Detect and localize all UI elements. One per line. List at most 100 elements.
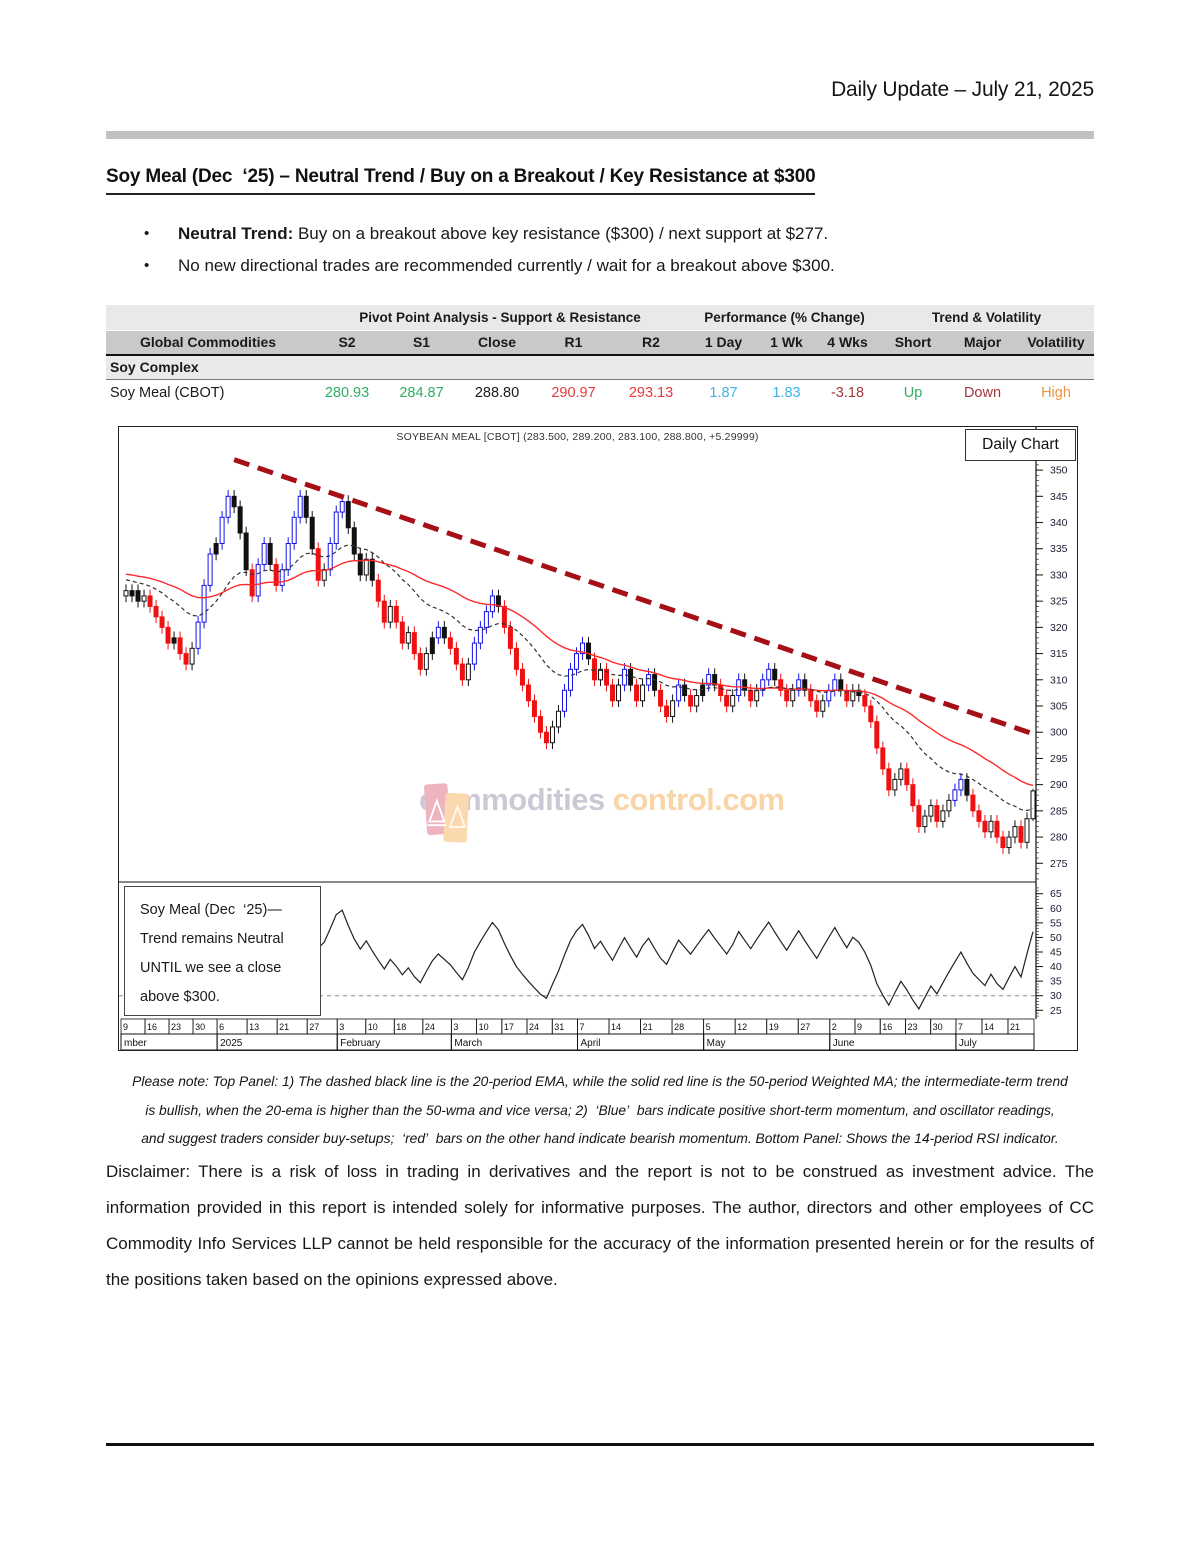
svg-text:9: 9 — [123, 1022, 128, 1032]
bullet-neutral-trend: Neutral Trend: Buy on a breakout above k… — [106, 224, 1094, 244]
svg-text:30: 30 — [1050, 990, 1062, 1002]
cell-4wks: -3.18 — [816, 379, 879, 406]
bullet-text: No new directional trades are recommende… — [178, 256, 835, 275]
cell-s1: 284.87 — [384, 379, 459, 406]
col-s1: S1 — [384, 330, 459, 356]
svg-text:55: 55 — [1050, 917, 1062, 929]
svg-text:320: 320 — [1050, 622, 1068, 634]
svg-text:315: 315 — [1050, 648, 1068, 660]
footnote-line: is bullish, when the 20-ema is higher th… — [145, 1102, 1055, 1118]
svg-text:345: 345 — [1050, 491, 1068, 503]
cell-r2: 293.13 — [612, 379, 690, 406]
svg-text:mber: mber — [124, 1038, 147, 1049]
svg-text:3: 3 — [339, 1022, 344, 1032]
svg-text:5: 5 — [706, 1022, 711, 1032]
svg-text:21: 21 — [643, 1022, 653, 1032]
col-r2: R2 — [612, 330, 690, 356]
pivot-point-table: Pivot Point Analysis - Support & Resista… — [106, 305, 1094, 406]
svg-text:March: March — [454, 1038, 482, 1049]
svg-text:27: 27 — [309, 1022, 319, 1032]
cell-volatility: High — [1018, 379, 1094, 406]
svg-text:9: 9 — [857, 1022, 862, 1032]
chart-title: SOYBEAN MEAL [CBOT] (283.500, 289.200, 2… — [396, 431, 759, 443]
annotation-line: Trend remains Neutral — [140, 931, 284, 947]
col-1wk: 1 Wk — [757, 330, 816, 356]
annotation-line: above $300. — [140, 989, 220, 1005]
svg-text:14: 14 — [611, 1022, 621, 1032]
svg-text:21: 21 — [1010, 1022, 1020, 1032]
table-column-header-row: Global Commodities S2 S1 Close R1 R2 1 D… — [106, 330, 1094, 356]
svg-text:23: 23 — [171, 1022, 181, 1032]
watermark-text-control: control.com — [612, 782, 785, 817]
watermark-text-commodities: commodities — [419, 782, 605, 817]
summary-bullets: Neutral Trend: Buy on a breakout above k… — [106, 224, 1094, 288]
svg-text:18: 18 — [396, 1022, 406, 1032]
bullet-lead: Neutral Trend: — [178, 224, 294, 243]
svg-text:16: 16 — [147, 1022, 157, 1032]
svg-text:10: 10 — [368, 1022, 378, 1032]
col-r1: R1 — [535, 330, 612, 356]
col-s2: S2 — [310, 330, 384, 356]
svg-text:65: 65 — [1050, 888, 1062, 900]
table-group-header-row: Pivot Point Analysis - Support & Resista… — [106, 305, 1094, 331]
svg-text:23: 23 — [907, 1022, 917, 1032]
svg-text:31: 31 — [554, 1022, 564, 1032]
group-header-empty — [106, 305, 310, 331]
svg-text:7: 7 — [958, 1022, 963, 1032]
svg-text:May: May — [707, 1038, 726, 1049]
footnote-line: and suggest traders consider buy-setups;… — [141, 1131, 1059, 1146]
commoditiescontrol-logo-icon — [424, 783, 469, 843]
section-title: Soy Meal (Dec ‘25) – Neutral Trend / Buy… — [106, 166, 816, 195]
cell-r1: 290.97 — [535, 379, 612, 406]
bullet-no-trades: No new directional trades are recommende… — [106, 256, 1094, 276]
cell-major-trend: Down — [947, 379, 1018, 406]
cell-1wk: 1.83 — [757, 379, 816, 406]
table-section-row: Soy Complex — [106, 355, 1094, 380]
svg-text:50: 50 — [1050, 932, 1062, 944]
svg-text:12: 12 — [737, 1022, 747, 1032]
svg-text:310: 310 — [1050, 674, 1068, 686]
svg-text:April: April — [581, 1038, 601, 1049]
svg-text:325: 325 — [1050, 596, 1068, 608]
svg-text:285: 285 — [1050, 805, 1068, 817]
svg-text:24: 24 — [425, 1022, 435, 1032]
svg-text:340: 340 — [1050, 517, 1068, 529]
daily-price-chart: commodities control.com 350 345 340 335 330 32… — [118, 426, 1078, 1051]
daily-chart-badge: Daily Chart — [965, 429, 1076, 461]
svg-text:6: 6 — [219, 1022, 224, 1032]
svg-text:30: 30 — [195, 1022, 205, 1032]
svg-text:February: February — [340, 1038, 380, 1049]
svg-text:24: 24 — [529, 1022, 539, 1032]
col-major: Major — [947, 330, 1018, 356]
cell-1day: 1.87 — [690, 379, 757, 406]
col-short: Short — [879, 330, 947, 356]
svg-text:350: 350 — [1050, 465, 1068, 477]
svg-text:14: 14 — [984, 1022, 994, 1032]
bottom-rule — [106, 1443, 1094, 1446]
cell-s2: 280.93 — [310, 379, 384, 406]
svg-text:10: 10 — [479, 1022, 489, 1032]
cell-short-trend: Up — [879, 379, 947, 406]
col-1day: 1 Day — [690, 330, 757, 356]
svg-text:June: June — [833, 1038, 855, 1049]
cell-commodity-name: Soy Meal (CBOT) — [106, 379, 310, 406]
report-date-header: Daily Update – July 21, 2025 — [831, 78, 1094, 101]
chart-footnote: Please note: Top Panel: 1) The dashed bl… — [100, 1068, 1100, 1154]
svg-text:July: July — [959, 1038, 977, 1049]
svg-text:2: 2 — [832, 1022, 837, 1032]
svg-text:28: 28 — [674, 1022, 684, 1032]
svg-text:25: 25 — [1050, 1005, 1062, 1017]
col-4wks: 4 Wks — [816, 330, 879, 356]
svg-text:2025: 2025 — [220, 1038, 243, 1049]
group-header-trend: Trend & Volatility — [879, 305, 1094, 331]
svg-text:295: 295 — [1050, 753, 1068, 765]
svg-text:3: 3 — [453, 1022, 458, 1032]
svg-text:16: 16 — [882, 1022, 892, 1032]
bullet-text: Buy on a breakout above key resistance (… — [293, 224, 829, 243]
svg-text:27: 27 — [800, 1022, 810, 1032]
table-row: Soy Meal (CBOT) 280.93 284.87 288.80 290… — [106, 379, 1094, 406]
col-volatility: Volatility — [1018, 330, 1094, 356]
svg-text:275: 275 — [1050, 858, 1068, 870]
header-divider — [106, 131, 1094, 139]
